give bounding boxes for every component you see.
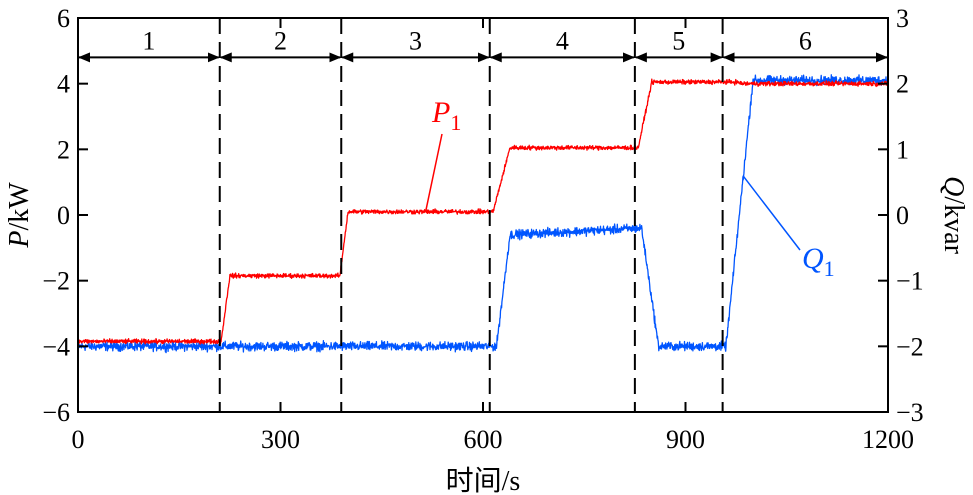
x-tick-label: 0 bbox=[72, 425, 85, 454]
stage-label: 3 bbox=[409, 26, 422, 55]
left-y-axis-title: P/kW bbox=[4, 182, 35, 249]
series-layer bbox=[77, 74, 889, 354]
left-y-tick-label: 0 bbox=[57, 201, 70, 230]
stage-arrows: 1 2 3 4 5 6 bbox=[78, 26, 888, 63]
right-y-tick-label: −2 bbox=[896, 332, 924, 361]
stage-label: 5 bbox=[672, 26, 685, 55]
right-y-axis-title: Q/kvar bbox=[938, 176, 969, 254]
right-y-tick-label: 1 bbox=[896, 135, 909, 164]
series-label-p1: P1 bbox=[431, 96, 461, 135]
right-y-tick-label: 2 bbox=[896, 70, 909, 99]
right-y-tick-label: 0 bbox=[896, 201, 909, 230]
annotation-leader-p1 bbox=[424, 133, 443, 212]
left-y-tick-label: −4 bbox=[42, 332, 70, 361]
x-tick-label: 900 bbox=[666, 425, 705, 454]
series-annotations: P1 Q1 bbox=[424, 96, 835, 281]
series-line-p1 bbox=[77, 78, 889, 345]
stage-label: 2 bbox=[274, 26, 287, 55]
left-y-tick-label: −6 bbox=[42, 398, 70, 427]
stage-label: 4 bbox=[556, 26, 569, 55]
x-axis-title: 时间/s bbox=[446, 465, 521, 495]
series-label-q1: Q1 bbox=[802, 242, 835, 281]
plot-frame bbox=[77, 17, 889, 413]
stage-label: 6 bbox=[799, 26, 812, 55]
x-tick-label: 300 bbox=[261, 425, 300, 454]
stage-label: 1 bbox=[142, 26, 155, 55]
right-y-tick-label: −3 bbox=[896, 398, 924, 427]
right-y-tick-label: 3 bbox=[896, 4, 909, 33]
right-y-tick-label: −1 bbox=[896, 267, 924, 296]
left-y-tick-label: −2 bbox=[42, 267, 70, 296]
annotation-leader-q1 bbox=[742, 175, 801, 251]
left-y-tick-label: 2 bbox=[57, 135, 70, 164]
stage-boundaries bbox=[218, 18, 724, 412]
left-y-tick-label: 4 bbox=[57, 70, 70, 99]
axis-ticks: 0 300 600 900 1200 −6 −4 −2 0 2 4 6 −3 −2 −1 0 1 2 3 bbox=[42, 4, 923, 454]
series-line-q1 bbox=[77, 74, 889, 354]
left-y-tick-label: 6 bbox=[57, 4, 70, 33]
x-tick-label: 600 bbox=[464, 425, 503, 454]
x-tick-label: 1200 bbox=[862, 425, 914, 454]
